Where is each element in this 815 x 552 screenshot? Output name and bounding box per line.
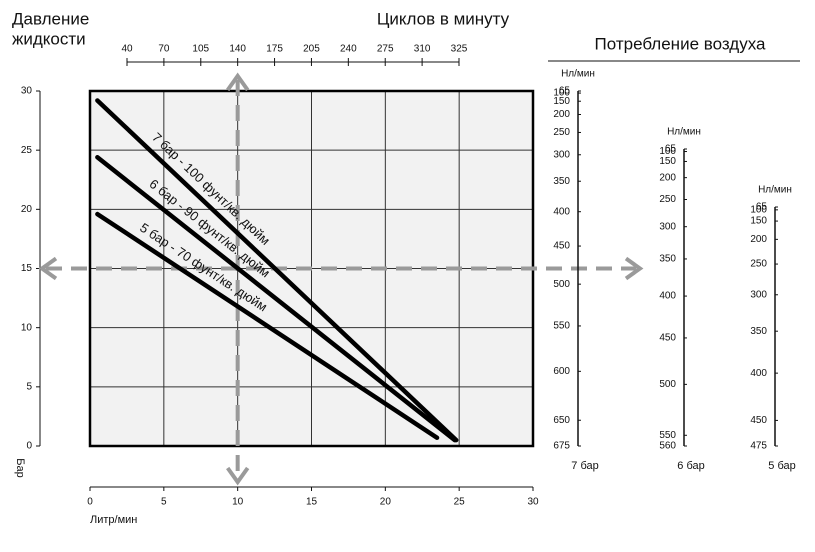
air-tick-label: 560 [659,441,676,452]
x2-title: Циклов в минуту [377,9,510,28]
air-tick-label: 350 [659,254,676,265]
x2-tick-label: 325 [451,44,468,55]
air-tick-label: 200 [750,234,767,245]
y-tick-label: 25 [21,145,33,156]
air-tick-label: 400 [659,291,676,302]
y-tick-label: 5 [26,381,32,392]
air-tick-label: 475 [750,441,767,452]
air-tick-label: 550 [659,430,676,441]
air-tick-label: 100 [659,146,676,157]
x-label: Литр/мин [90,514,137,526]
air-tick-label: 450 [659,333,676,344]
guide-arrowhead [226,466,250,486]
air-tick-label: 65 [665,144,677,155]
x-tick-label: 10 [232,497,244,508]
air-tick-label: 400 [750,368,767,379]
air-unit: Нл/мин [561,69,595,80]
series-line [95,98,459,443]
guide-arrowhead [226,72,250,92]
x2-tick-label: 140 [229,44,246,55]
air-tick-label: 450 [553,241,570,252]
y-tick-label: 15 [21,263,33,274]
x2-tick-label: 175 [266,44,283,55]
y-tick-label: 0 [26,441,32,452]
series-line [95,155,457,443]
air-tick-label: 450 [750,415,767,426]
guide-arrowhead [624,256,644,281]
y-tick-label: 20 [21,204,33,215]
guide-arrowhead [38,256,58,281]
y-unit: Бар [14,458,26,477]
x2-tick-label: 240 [340,44,357,55]
air-tick-label: 150 [659,156,676,167]
y-tick-label: 10 [21,322,33,333]
air-tick-label: 350 [553,176,570,187]
air-tick-label: 65 [559,86,571,97]
air-tick-label: 300 [553,149,570,160]
air-scale-name: 7 бар [571,460,598,472]
air-scale-name: 6 бар [677,460,704,472]
air-tick-label: 65 [756,202,768,213]
air-tick-label: 250 [553,127,570,138]
air-tick-label: 150 [553,96,570,107]
air-tick-label: 100 [553,88,570,99]
air-tick-label: 500 [659,379,676,390]
x2-tick-label: 105 [192,44,209,55]
air-tick-label: 200 [659,172,676,183]
air-scale-name: 5 бар [768,460,795,472]
y-tick-label: 30 [21,86,33,97]
air-tick-label: 250 [750,259,767,270]
x-tick-label: 5 [161,497,167,508]
air-tick-label: 350 [750,326,767,337]
air-unit: Нл/мин [758,185,792,196]
x2-tick-label: 310 [414,44,431,55]
air-title: Потребление воздуха [595,34,766,53]
x2-tick-label: 205 [303,44,320,55]
x-tick-label: 30 [527,497,539,508]
air-tick-label: 150 [750,216,767,227]
air-tick-label: 550 [553,321,570,332]
x-tick-label: 0 [87,497,93,508]
y-title-line: Давление [12,9,89,28]
air-unit: Нл/мин [667,127,701,138]
air-tick-label: 600 [553,366,570,377]
x-tick-label: 15 [306,497,318,508]
air-tick-label: 100 [750,204,767,215]
x-tick-label: 25 [454,497,466,508]
x-tick-label: 20 [380,497,392,508]
air-tick-label: 250 [659,194,676,205]
air-tick-label: 300 [659,221,676,232]
air-tick-label: 300 [750,289,767,300]
air-tick-label: 675 [553,441,570,452]
air-tick-label: 400 [553,206,570,217]
air-tick-label: 200 [553,109,570,120]
air-tick-label: 500 [553,279,570,290]
x2-tick-label: 40 [121,44,133,55]
x2-tick-label: 275 [377,44,394,55]
x2-tick-label: 70 [158,44,170,55]
series-line [95,211,440,440]
air-tick-label: 650 [553,415,570,426]
y-title-line: жидкости [12,29,86,48]
